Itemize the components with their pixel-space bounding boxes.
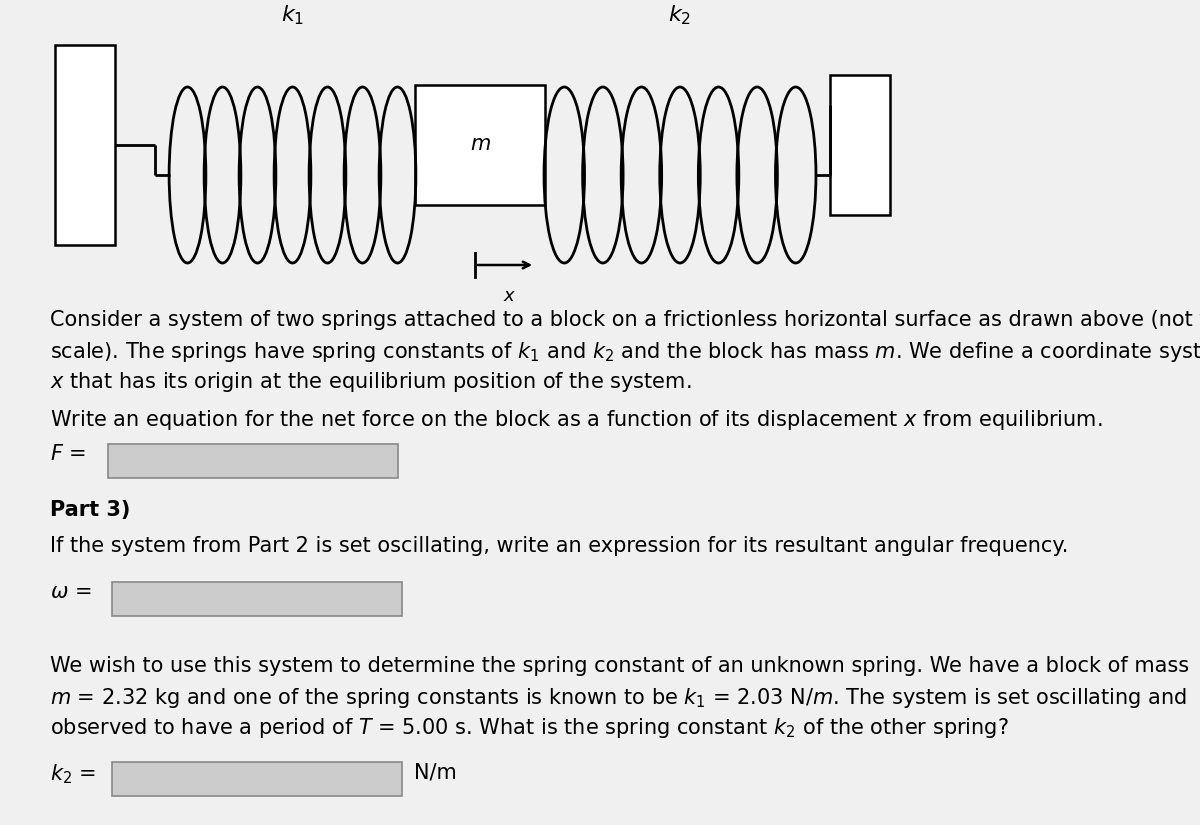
Bar (55, 45, 115, 245)
Bar (112, 582, 402, 616)
Text: Write an equation for the net force on the block as a function of its displaceme: Write an equation for the net force on t… (50, 408, 1103, 432)
Bar (415, 85, 545, 205)
Text: $\omega$ =: $\omega$ = (50, 582, 91, 602)
Bar (108, 444, 398, 478)
Text: $k_2$ =: $k_2$ = (50, 762, 96, 785)
Text: scale). The springs have spring constants of $k_1$ and $k_2$ and the block has m: scale). The springs have spring constant… (50, 340, 1200, 364)
Text: If the system from Part 2 is set oscillating, write an expression for its result: If the system from Part 2 is set oscilla… (50, 536, 1068, 556)
Bar (112, 762, 402, 796)
Bar (830, 75, 890, 215)
Text: $m$: $m$ (469, 135, 491, 154)
Text: $k_1$: $k_1$ (281, 3, 304, 27)
Text: Part 3): Part 3) (50, 500, 131, 520)
Text: observed to have a period of $T$ = 5.00 s. What is the spring constant $k_2$ of : observed to have a period of $T$ = 5.00 … (50, 716, 1009, 740)
Text: $m$ = 2.32 kg and one of the spring constants is known to be $k_1$ = 2.03 N/$m$.: $m$ = 2.32 kg and one of the spring cons… (50, 686, 1187, 710)
Text: $F$ =: $F$ = (50, 444, 86, 464)
Text: $x$ that has its origin at the equilibrium position of the system.: $x$ that has its origin at the equilibri… (50, 370, 691, 394)
Text: We wish to use this system to determine the spring constant of an unknown spring: We wish to use this system to determine … (50, 656, 1189, 676)
Text: N/m: N/m (414, 762, 457, 782)
Text: $k_2$: $k_2$ (668, 3, 691, 27)
Text: Consider a system of two springs attached to a block on a frictionless horizonta: Consider a system of two springs attache… (50, 310, 1200, 330)
Text: $x$: $x$ (503, 287, 517, 305)
